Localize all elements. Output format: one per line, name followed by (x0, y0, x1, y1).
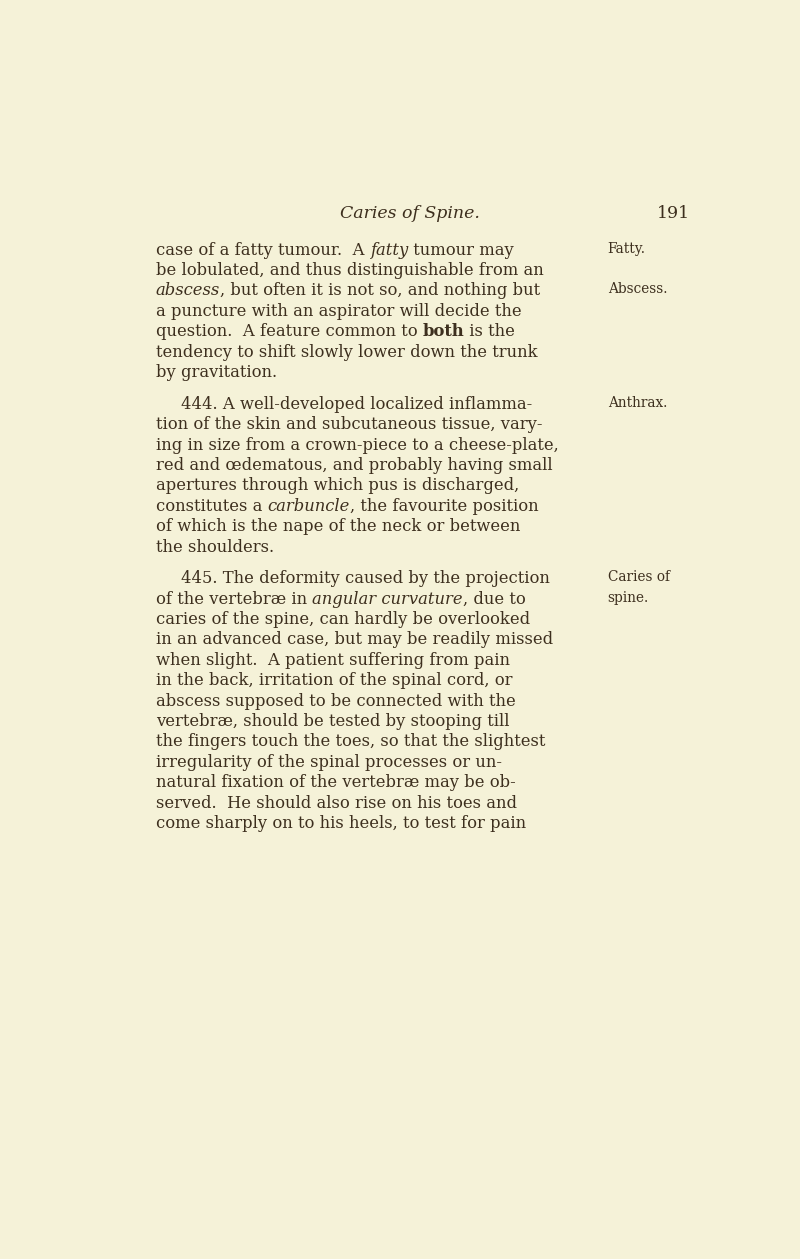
Text: natural fixation of the vertebræ may be ob-: natural fixation of the vertebræ may be … (156, 774, 515, 791)
Text: in an advanced case, but may be readily missed: in an advanced case, but may be readily … (156, 632, 553, 648)
Text: Fatty.: Fatty. (608, 242, 646, 256)
Text: tendency to shift slowly lower down the trunk: tendency to shift slowly lower down the … (156, 344, 538, 360)
Text: 445. The deformity caused by the projection: 445. The deformity caused by the project… (181, 570, 550, 587)
Text: of the vertebræ in: of the vertebræ in (156, 590, 312, 608)
Text: angular curvature: angular curvature (312, 590, 462, 608)
Text: , but often it is not so, and nothing but: , but often it is not so, and nothing bu… (220, 282, 540, 300)
Text: is the: is the (465, 324, 515, 340)
Text: tumour may: tumour may (408, 242, 514, 258)
Text: Caries of Spine.: Caries of Spine. (340, 205, 480, 222)
Text: Abscess.: Abscess. (608, 282, 667, 296)
Text: be lobulated, and thus distinguishable from an: be lobulated, and thus distinguishable f… (156, 262, 543, 279)
Text: abscess: abscess (156, 282, 220, 300)
Text: tion of the skin and subcutaneous tissue, vary-: tion of the skin and subcutaneous tissue… (156, 417, 542, 433)
Text: in the back, irritation of the spinal cord, or: in the back, irritation of the spinal co… (156, 672, 512, 689)
Text: served.  He should also rise on his toes and: served. He should also rise on his toes … (156, 794, 517, 812)
Text: Caries of: Caries of (608, 570, 670, 584)
Text: both: both (422, 324, 465, 340)
Text: ing in size from a crown-piece to a cheese-plate,: ing in size from a crown-piece to a chee… (156, 437, 558, 453)
Text: when slight.  A patient suffering from pain: when slight. A patient suffering from pa… (156, 652, 510, 669)
Text: question.  A feature common to: question. A feature common to (156, 324, 422, 340)
Text: , the favourite position: , the favourite position (350, 497, 538, 515)
Text: come sharply on to his heels, to test for pain: come sharply on to his heels, to test fo… (156, 815, 526, 832)
Text: vertebræ, should be tested by stooping till: vertebræ, should be tested by stooping t… (156, 713, 510, 730)
Text: 444. A well-developed localized inflamma-: 444. A well-developed localized inflamma… (181, 395, 532, 413)
Text: carbuncle: carbuncle (267, 497, 350, 515)
Text: of which is the nape of the neck or between: of which is the nape of the neck or betw… (156, 519, 520, 535)
Text: Anthrax.: Anthrax. (608, 395, 667, 409)
Text: spine.: spine. (608, 590, 649, 604)
Text: constitutes a: constitutes a (156, 497, 267, 515)
Text: 191: 191 (658, 205, 690, 222)
Text: a puncture with an aspirator will decide the: a puncture with an aspirator will decide… (156, 303, 522, 320)
Text: red and œdematous, and probably having small: red and œdematous, and probably having s… (156, 457, 553, 473)
Text: caries of the spine, can hardly be overlooked: caries of the spine, can hardly be overl… (156, 611, 530, 628)
Text: case of a fatty tumour.  A: case of a fatty tumour. A (156, 242, 370, 258)
Text: by gravitation.: by gravitation. (156, 364, 277, 381)
Text: apertures through which pus is discharged,: apertures through which pus is discharge… (156, 477, 519, 495)
Text: abscess supposed to be connected with the: abscess supposed to be connected with th… (156, 692, 515, 710)
Text: fatty: fatty (370, 242, 408, 258)
Text: , due to: , due to (462, 590, 526, 608)
Text: the fingers touch the toes, so that the slightest: the fingers touch the toes, so that the … (156, 734, 545, 750)
Text: the shoulders.: the shoulders. (156, 539, 274, 555)
Text: irregularity of the spinal processes or un-: irregularity of the spinal processes or … (156, 754, 502, 771)
